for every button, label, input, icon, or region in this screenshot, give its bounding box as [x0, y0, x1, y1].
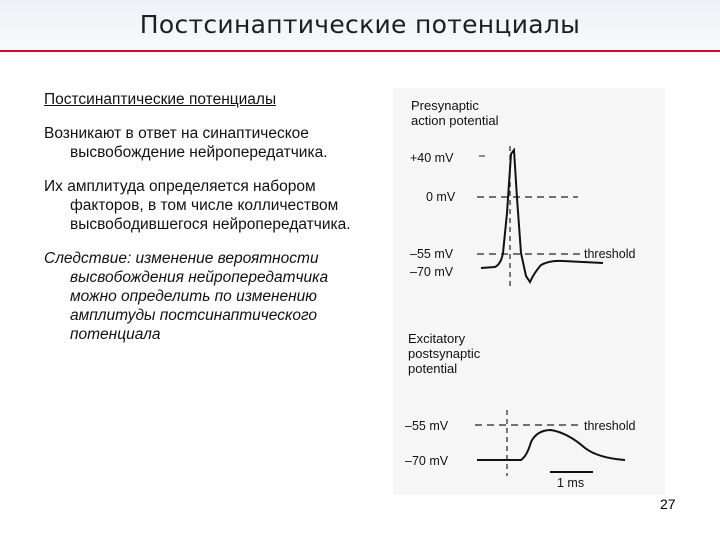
top-label-minus70: –70 mV — [410, 265, 454, 279]
slide-title: Постсинаптические потенциалы — [139, 10, 581, 39]
page-number: 27 — [660, 496, 676, 512]
bottom-label-minus55: –55 mV — [405, 419, 449, 433]
paragraph-3: Следствие: изменение вероятности высвобо… — [44, 250, 329, 343]
title-band — [0, 0, 720, 50]
bottom-panel-title-line1: Excitatory — [408, 331, 466, 346]
top-panel-title-line1: Presynaptic — [411, 98, 479, 113]
potential-figure-svg: Presynaptic action potential +40 mV 0 mV… — [405, 98, 635, 490]
bottom-panel-title-line2: postsynaptic — [408, 346, 481, 361]
top-label-0: 0 mV — [426, 190, 456, 204]
action-potential-trace — [480, 147, 604, 285]
top-threshold-label: threshold — [584, 247, 635, 261]
body-heading: Постсинаптические потенциалы — [44, 91, 277, 108]
scale-label: 1 ms — [557, 476, 584, 490]
paragraph-2: Их амплитуда определяется набором фактор… — [44, 178, 351, 233]
paragraph-1: Возникают в ответ на синаптическое высво… — [44, 125, 328, 161]
bottom-threshold-label: threshold — [584, 419, 635, 433]
bottom-panel-title-line3: potential — [408, 361, 457, 376]
body-text: Постсинаптические потенциалы Возникают в… — [44, 90, 374, 359]
title-divider — [0, 50, 720, 52]
top-panel-title-line2: action potential — [411, 113, 499, 128]
top-label-plus40: +40 mV — [410, 151, 454, 165]
bottom-label-minus70: –70 mV — [405, 454, 449, 468]
epsp-trace — [477, 428, 626, 461]
potential-figure: Presynaptic action potential +40 mV 0 mV… — [393, 88, 665, 495]
top-label-minus55: –55 mV — [410, 247, 454, 261]
